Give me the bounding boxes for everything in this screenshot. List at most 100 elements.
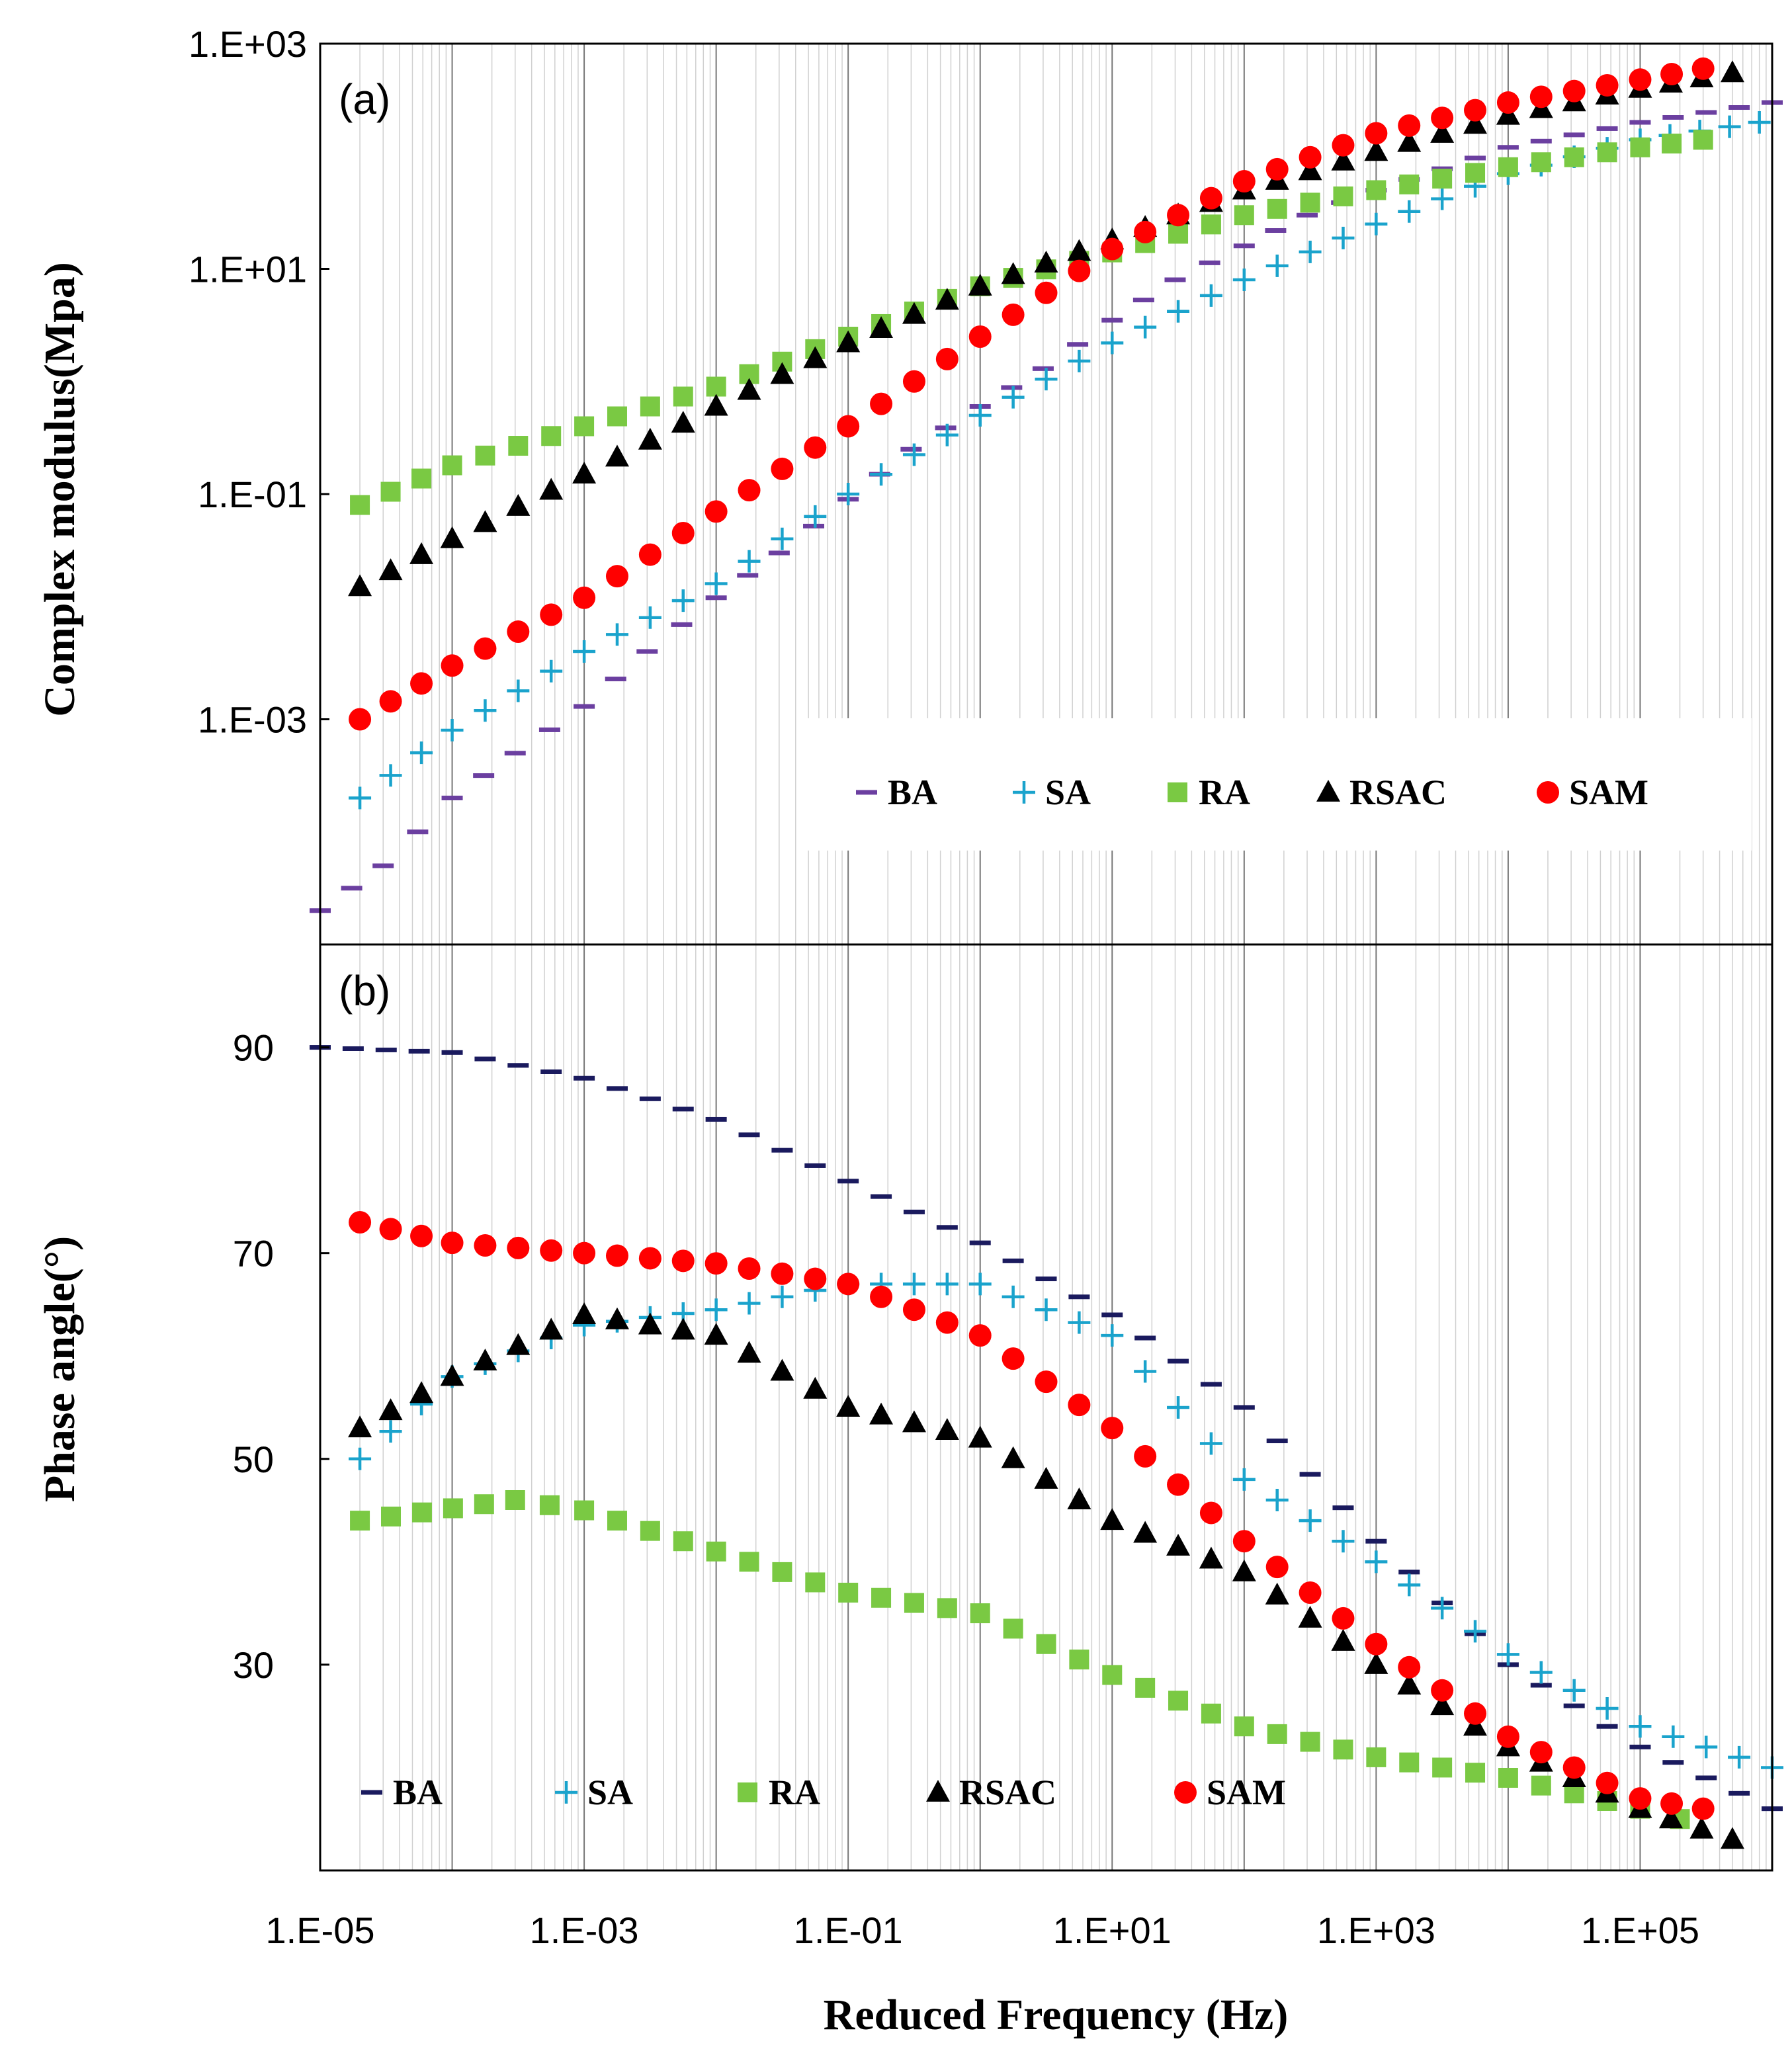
data-point (572, 1302, 597, 1324)
data-point (1001, 1446, 1025, 1468)
data-point (1691, 57, 1715, 80)
data-point (1430, 1693, 1455, 1716)
legend-label: SA (587, 1773, 633, 1812)
data-point (968, 1425, 992, 1448)
panel-a-y-axis-label: Complex modulus(Mpa) (36, 262, 84, 717)
data-point (1465, 1763, 1486, 1783)
data-point (506, 493, 531, 516)
data-point (772, 1562, 792, 1582)
data-point (904, 1593, 924, 1613)
x-tick-label: 1.E+03 (1317, 1909, 1435, 1951)
legend-background (799, 718, 1752, 851)
data-point (443, 1498, 463, 1519)
data-point (771, 457, 794, 480)
data-point (505, 1490, 525, 1510)
data-point (1365, 212, 1388, 235)
data-point (902, 1273, 925, 1296)
data-point (408, 1048, 430, 1054)
panel-b-ticks: 30 50 70 90 (233, 1027, 329, 1686)
data-point (381, 1506, 402, 1527)
data-point (1597, 142, 1617, 163)
data-point (540, 659, 563, 683)
data-point (474, 1056, 496, 1062)
data-point (803, 523, 825, 528)
legend-marker (555, 1781, 577, 1804)
data-point (1333, 186, 1353, 206)
data-point (968, 273, 992, 296)
data-point (771, 527, 794, 550)
data-point (1431, 1679, 1454, 1702)
panel-b-frame (319, 943, 1773, 1872)
data-point (738, 1257, 761, 1280)
data-point (1531, 1775, 1551, 1796)
data-point (506, 1333, 531, 1355)
data-point (1660, 1792, 1684, 1815)
data-point (1432, 1757, 1453, 1778)
data-point (1067, 342, 1089, 347)
data-point (737, 1341, 761, 1363)
data-point (1068, 259, 1091, 282)
data-point (640, 1521, 660, 1541)
data-point (903, 1209, 925, 1214)
data-point (348, 574, 372, 597)
data-point (1034, 1466, 1058, 1489)
data-point (1332, 134, 1355, 157)
panel-a-tag: (a) (339, 75, 390, 123)
data-point (379, 690, 402, 713)
data-point (1168, 1691, 1189, 1711)
data-point (1464, 1702, 1487, 1725)
data-point (1496, 1643, 1519, 1666)
data-point (1002, 1347, 1025, 1370)
data-point (1201, 214, 1221, 235)
data-point (349, 1447, 372, 1470)
data-point (605, 677, 626, 682)
data-point (1297, 212, 1318, 218)
data-point (706, 1541, 726, 1562)
data-point (341, 886, 363, 891)
data-point (1431, 187, 1454, 210)
series-ra (350, 1490, 1690, 1829)
data-point (838, 1583, 859, 1603)
data-point (407, 829, 429, 835)
data-point (1596, 126, 1618, 131)
data-point (1564, 147, 1584, 167)
data-point (1596, 1697, 1619, 1720)
data-point (1529, 1741, 1553, 1764)
data-point (1562, 79, 1586, 103)
data-point (1563, 1703, 1585, 1708)
legend-marker (1316, 780, 1340, 802)
data-point (968, 404, 992, 427)
data-point (803, 1376, 828, 1399)
data-point (1299, 240, 1322, 263)
data-point (607, 406, 627, 427)
data-point (1332, 1607, 1355, 1630)
y-tick-label: 1.E+01 (189, 249, 307, 290)
data-point (1720, 1827, 1744, 1849)
data-point (671, 1249, 695, 1273)
data-point (1695, 1775, 1717, 1780)
data-point (805, 1572, 826, 1593)
data-point (1234, 1716, 1254, 1737)
y-tick-label: 1.E-03 (198, 699, 307, 741)
data-point (350, 1511, 370, 1531)
data-point (900, 446, 922, 452)
data-point (1298, 1605, 1322, 1628)
data-point (375, 1047, 397, 1052)
data-point (671, 1318, 695, 1340)
data-point (540, 603, 563, 626)
panel-b-marks (310, 1045, 1783, 1849)
data-point (411, 468, 432, 489)
data-point (409, 542, 434, 564)
data-point (804, 436, 827, 459)
data-point (1300, 1732, 1320, 1752)
data-point (935, 347, 959, 370)
data-point (869, 1402, 894, 1425)
data-point (836, 1395, 861, 1417)
data-point (639, 1096, 661, 1101)
panel-b-gridlines (359, 944, 1767, 1870)
data-point (1265, 228, 1287, 233)
data-point (1234, 205, 1254, 226)
data-point (441, 1232, 464, 1255)
data-point (1498, 1768, 1518, 1788)
